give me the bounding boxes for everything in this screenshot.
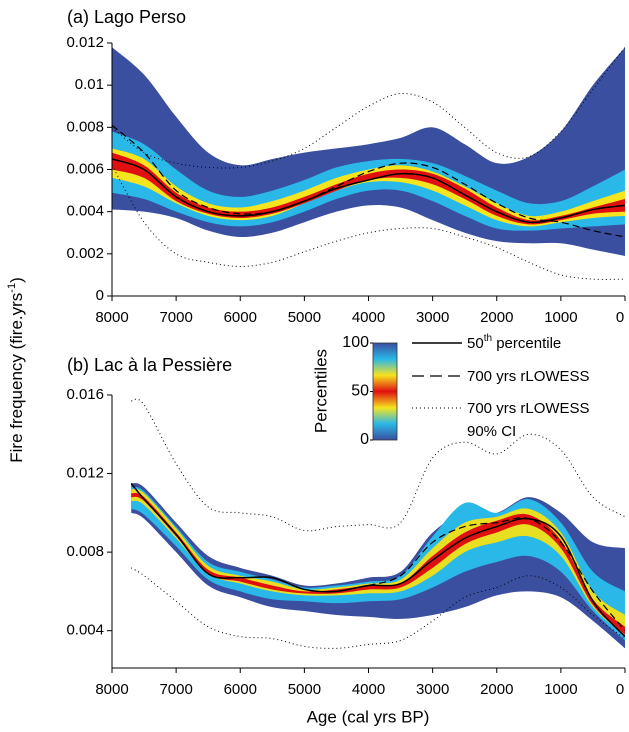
legend-median-sup: th [484, 333, 492, 344]
colorbar-title: Percentiles [311, 349, 330, 433]
colorbar-tick-label: 100 [342, 334, 369, 351]
y-tick-label: 0.002 [66, 245, 104, 262]
x-tick-label: 1000 [544, 309, 577, 326]
plot-area [112, 46, 625, 280]
ci-lower-line [130, 567, 625, 649]
lowess-line [368, 517, 625, 632]
panel: (b) Lac à la Pessière 0.004 0.008 0.012 0.01… [66, 355, 626, 698]
y-tick-label: 0.008 [66, 118, 104, 135]
median-line [112, 158, 625, 224]
y-tick-label: 0.016 [66, 386, 104, 403]
percentile-band [112, 152, 625, 225]
y-tick-label: 0.01 [75, 76, 104, 93]
legend-label: 700 yrs rLOWESS [467, 400, 590, 417]
legend-label: 700 yrs rLOWESS [467, 368, 590, 385]
percentile-band [131, 492, 625, 635]
y-tick-label: 0 [96, 287, 104, 304]
x-tick-label: 6000 [224, 681, 257, 698]
y-tick-label: 0.012 [66, 34, 104, 51]
y-tick-label: 0.012 [66, 465, 104, 482]
x-tick-label: 2000 [480, 681, 513, 698]
panel: (a) Lago Perso 0 0.002 0.004 0.006 0.008 0.01 0… [66, 7, 626, 326]
x-tick-label: 8000 [95, 309, 128, 326]
percentile-band [112, 148, 625, 227]
x-tick-label: 7000 [159, 681, 192, 698]
panel-title: (b) Lac à la Pessière [67, 355, 232, 375]
x-tick-label: 6000 [224, 309, 257, 326]
y-tick-label: 0.004 [66, 622, 104, 639]
y-tick-label: 0.004 [66, 203, 104, 220]
lowess-line [112, 124, 625, 238]
median-line [130, 482, 625, 638]
colorbar-tick-label: 50 [351, 383, 369, 400]
y-tick-label: 0.006 [66, 160, 104, 177]
x-tick-label: 8000 [95, 681, 128, 698]
panel-title: (a) Lago Perso [67, 7, 186, 27]
x-tick-label: 3000 [416, 681, 449, 698]
legend: 50th percentile 700 yrs rLOWESS 700 yrs … [412, 333, 590, 440]
y-axis-title: Fire frequency (fire.yrs-1) [6, 277, 27, 463]
legend-median-rest: percentile [492, 335, 561, 352]
legend-label: 90% CI [467, 423, 516, 440]
x-tick-label: 4000 [352, 681, 385, 698]
y-title-main: Fire frequency (fire.yrs [7, 293, 26, 463]
legend-label: 50th percentile [467, 333, 561, 352]
x-tick-label: 5000 [288, 309, 321, 326]
x-tick-label: 1000 [544, 681, 577, 698]
x-tick-label: 3000 [416, 309, 449, 326]
y-title-sup: -1 [6, 283, 18, 293]
x-tick-label: 7000 [159, 309, 192, 326]
colorbar-tick-label: 0 [360, 431, 369, 448]
colorbar [372, 342, 398, 441]
x-tick-label: 0 [616, 681, 624, 698]
x-tick-label: 0 [616, 309, 624, 326]
x-tick-label: 2000 [480, 309, 513, 326]
x-tick-label: 5000 [288, 681, 321, 698]
y-title-end: ) [7, 277, 26, 283]
legend-median-num: 50 [467, 335, 484, 352]
x-tick-label: 4000 [352, 309, 385, 326]
x-axis-title: Age (cal yrs BP) [307, 707, 430, 726]
plot-area [130, 398, 625, 649]
y-tick-label: 0.008 [66, 543, 104, 560]
